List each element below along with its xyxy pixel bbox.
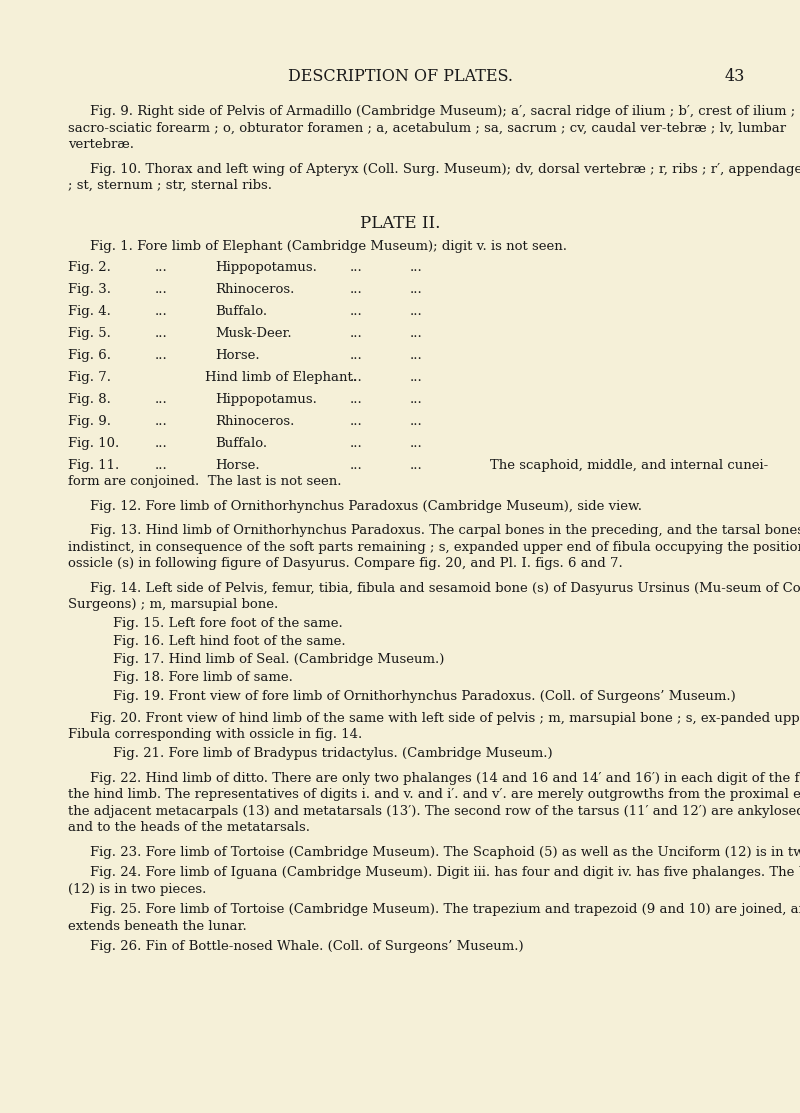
Text: Fig. 23. Fore limb of Tortoise (Cambridge Museum). The Scaphoid (5) as well as t: Fig. 23. Fore limb of Tortoise (Cambridg… (90, 846, 800, 858)
Text: ...: ... (155, 393, 168, 406)
Text: Fig. 15. Left fore foot of the same.: Fig. 15. Left fore foot of the same. (113, 617, 342, 630)
Text: ...: ... (155, 327, 168, 339)
Text: Fig. 10.: Fig. 10. (68, 436, 119, 450)
Text: Fig. 3.: Fig. 3. (68, 283, 111, 296)
Text: Rhinoceros.: Rhinoceros. (215, 283, 294, 296)
Text: Fig. 22. Hind limb of ditto. There are only two phalanges (14 and 16 and 14′ and: Fig. 22. Hind limb of ditto. There are o… (90, 771, 800, 785)
Text: ...: ... (350, 348, 362, 362)
Text: the adjacent metacarpals (13) and metatarsals (13′). The second row of the tarsu: the adjacent metacarpals (13) and metata… (68, 805, 800, 818)
Text: Fig. 9. Right side of Pelvis of Armadillo (Cambridge Museum); a′, sacral ridge o: Fig. 9. Right side of Pelvis of Armadill… (90, 105, 800, 118)
Text: DESCRIPTION OF PLATES.: DESCRIPTION OF PLATES. (287, 68, 513, 85)
Text: Fig. 16. Left hind foot of the same.: Fig. 16. Left hind foot of the same. (113, 636, 346, 648)
Text: ...: ... (410, 305, 422, 317)
Text: Fig. 24. Fore limb of Iguana (Cambridge Museum). Digit iii. has four and digit i: Fig. 24. Fore limb of Iguana (Cambridge … (90, 866, 800, 879)
Text: Fig. 8.: Fig. 8. (68, 393, 111, 406)
Text: ...: ... (155, 348, 168, 362)
Text: Fibula corresponding with ossicle in fig. 14.: Fibula corresponding with ossicle in fig… (68, 728, 362, 741)
Text: Fig. 9.: Fig. 9. (68, 415, 111, 427)
Text: Fig. 4.: Fig. 4. (68, 305, 111, 317)
Text: Fig. 5.: Fig. 5. (68, 327, 111, 339)
Text: ...: ... (350, 415, 362, 427)
Text: ...: ... (350, 305, 362, 317)
Text: Fig. 21. Fore limb of Bradypus tridactylus. (Cambridge Museum.): Fig. 21. Fore limb of Bradypus tridactyl… (113, 747, 553, 760)
Text: Fig. 6.: Fig. 6. (68, 348, 111, 362)
Text: (12) is in two pieces.: (12) is in two pieces. (68, 883, 206, 896)
Text: ...: ... (350, 393, 362, 406)
Text: Fig. 26. Fin of Bottle-nosed Whale. (Coll. of Surgeons’ Museum.): Fig. 26. Fin of Bottle-nosed Whale. (Col… (90, 940, 524, 953)
Text: vertebræ.: vertebræ. (68, 138, 134, 151)
Text: the hind limb. The representatives of digits i. and v. and i′. and v′. are merel: the hind limb. The representatives of di… (68, 788, 800, 801)
Text: Buffalo.: Buffalo. (215, 436, 267, 450)
Text: ...: ... (350, 459, 362, 472)
Text: Horse.: Horse. (215, 459, 260, 472)
Text: form are conjoined.  The last is not seen.: form are conjoined. The last is not seen… (68, 475, 342, 489)
Text: Fig. 17. Hind limb of Seal. (Cambridge Museum.): Fig. 17. Hind limb of Seal. (Cambridge M… (113, 653, 444, 667)
Text: Fig. 19. Front view of fore limb of Ornithorhynchus Paradoxus. (Coll. of Surgeon: Fig. 19. Front view of fore limb of Orni… (113, 690, 736, 702)
Text: Fig. 1. Fore limb of Elephant (Cambridge Museum); digit v. is not seen.: Fig. 1. Fore limb of Elephant (Cambridge… (90, 240, 567, 254)
Text: Rhinoceros.: Rhinoceros. (215, 415, 294, 427)
Text: ...: ... (410, 260, 422, 274)
Text: Buffalo.: Buffalo. (215, 305, 267, 317)
Text: Fig. 18. Fore limb of same.: Fig. 18. Fore limb of same. (113, 671, 293, 684)
Text: Surgeons) ; m, marsupial bone.: Surgeons) ; m, marsupial bone. (68, 599, 278, 611)
Text: indistinct, in consequence of the soft parts remaining ; s, expanded upper end o: indistinct, in consequence of the soft p… (68, 541, 800, 554)
Text: Horse.: Horse. (215, 348, 260, 362)
Text: ...: ... (155, 260, 168, 274)
Text: Musk-Deer.: Musk-Deer. (215, 327, 292, 339)
Text: Fig. 12. Fore limb of Ornithorhynchus Paradoxus (Cambridge Museum), side view.: Fig. 12. Fore limb of Ornithorhynchus Pa… (90, 500, 642, 513)
Text: Hippopotamus.: Hippopotamus. (215, 393, 317, 406)
Text: ...: ... (410, 415, 422, 427)
Text: ...: ... (155, 459, 168, 472)
Text: ...: ... (155, 415, 168, 427)
Text: ...: ... (155, 305, 168, 317)
Text: PLATE II.: PLATE II. (360, 216, 440, 233)
Text: 43: 43 (725, 68, 745, 85)
Text: Fig. 11.: Fig. 11. (68, 459, 119, 472)
Text: ...: ... (350, 371, 362, 384)
Text: ...: ... (155, 436, 168, 450)
Text: ...: ... (350, 436, 362, 450)
Text: Hippopotamus.: Hippopotamus. (215, 260, 317, 274)
Text: ; st, sternum ; str, sternal ribs.: ; st, sternum ; str, sternal ribs. (68, 179, 272, 193)
Text: The scaphoid, middle, and internal cunei-: The scaphoid, middle, and internal cunei… (490, 459, 768, 472)
Text: ...: ... (350, 283, 362, 296)
Text: Fig. 20. Front view of hind limb of the same with left side of pelvis ; m, marsu: Fig. 20. Front view of hind limb of the … (90, 711, 800, 725)
Text: ...: ... (410, 371, 422, 384)
Text: sacro-sciatic forearm ; o, obturator foramen ; a, acetabulum ; sa, sacrum ; cv, : sacro-sciatic forearm ; o, obturator for… (68, 121, 786, 135)
Text: ossicle (s) in following figure of Dasyurus. Compare fig. 20, and Pl. I. figs. 6: ossicle (s) in following figure of Dasyu… (68, 558, 622, 570)
Text: Hind limb of Elephant.: Hind limb of Elephant. (205, 371, 357, 384)
Text: ...: ... (350, 327, 362, 339)
Text: ...: ... (410, 283, 422, 296)
Text: ...: ... (410, 348, 422, 362)
Text: ...: ... (350, 260, 362, 274)
Text: extends beneath the lunar.: extends beneath the lunar. (68, 919, 246, 933)
Text: ...: ... (410, 459, 422, 472)
Text: Fig. 14. Left side of Pelvis, femur, tibia, fibula and sesamoid bone (s) of Dasy: Fig. 14. Left side of Pelvis, femur, tib… (90, 582, 800, 594)
Text: Fig. 25. Fore limb of Tortoise (Cambridge Museum). The trapezium and trapezoid (: Fig. 25. Fore limb of Tortoise (Cambridg… (90, 903, 800, 916)
Text: ...: ... (410, 327, 422, 339)
Text: and to the heads of the metatarsals.: and to the heads of the metatarsals. (68, 821, 310, 834)
Text: ...: ... (155, 283, 168, 296)
Text: Fig. 2.: Fig. 2. (68, 260, 111, 274)
Text: ...: ... (410, 393, 422, 406)
Text: Fig. 7.: Fig. 7. (68, 371, 111, 384)
Text: ...: ... (410, 436, 422, 450)
Text: Fig. 13. Hind limb of Ornithorhynchus Paradoxus. The carpal bones in the precedi: Fig. 13. Hind limb of Ornithorhynchus Pa… (90, 524, 800, 538)
Text: Fig. 10. Thorax and left wing of Apteryx (Coll. Surg. Museum); dv, dorsal verteb: Fig. 10. Thorax and left wing of Apteryx… (90, 162, 800, 176)
